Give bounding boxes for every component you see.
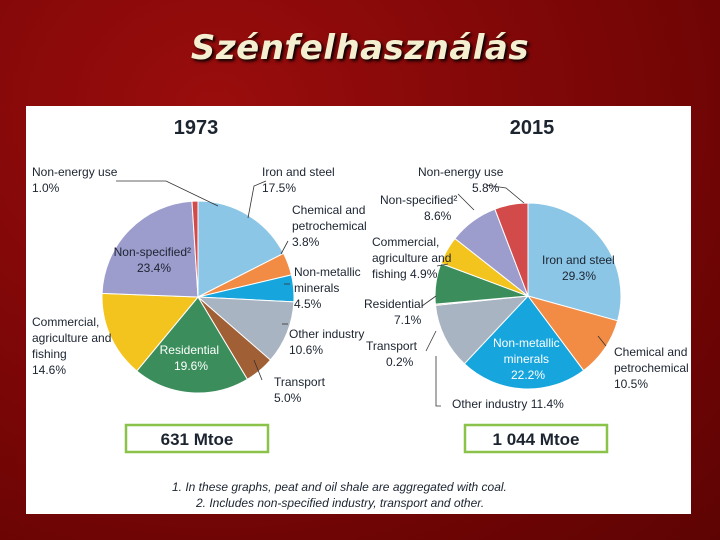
- label-1973-nonspec-value: 23.4%: [137, 261, 171, 275]
- label-2015-commercial-name1: Commercial,: [372, 235, 439, 249]
- label-2015-nonmetallic-name1: Non-metallic: [493, 336, 560, 350]
- label-2015-residential: Residential 7.1%: [364, 297, 427, 327]
- slice-2015-non-metallic-minerals: [463, 295, 585, 390]
- label-2015-chemical-name1: Chemical and: [614, 345, 687, 359]
- slice-1973-commercial-agriculture-and-fishing: [101, 292, 200, 372]
- chart-panel: 1973 2015 Non-energy use 1.0%: [26, 106, 691, 514]
- label-2015-chemical-name2: petrochemical: [614, 361, 689, 375]
- label-2015-nonspec-value: 8.6%: [424, 209, 452, 223]
- label-1973-residential-value: 19.6%: [174, 359, 208, 373]
- label-1973-nonmetallic-value: 4.5%: [294, 297, 322, 311]
- slice-1973-non-specified: [101, 200, 199, 298]
- label-1973-iron-name: Iron and steel: [262, 165, 335, 179]
- label-2015-nonmetallic-name2: minerals: [504, 352, 549, 366]
- label-1973-non-energy: Non-energy use 1.0%: [32, 165, 121, 195]
- label-1973-commercial: Commercial, agriculture and fishing 14.6…: [32, 315, 115, 377]
- footnote-2: 2. Includes non-specified industry, tran…: [195, 496, 484, 510]
- label-1973-nonmetallic-name1: Non-metallic: [294, 265, 361, 279]
- label-1973-nonspec-name: Non-specified²: [114, 245, 191, 259]
- label-2015-residential-name: Residential: [364, 297, 423, 311]
- label-2015-chemical: Chemical and petrochemical 10.5%: [614, 345, 691, 391]
- label-2015-nonspec-name: Non-specified²: [380, 193, 457, 207]
- label-2015-commercial-name2: agriculture and: [372, 251, 451, 265]
- total-box-2015: [463, 423, 609, 454]
- label-1973-iron: Iron and steel 17.5%: [262, 165, 338, 195]
- label-1973-transport-value: 5.0%: [274, 391, 302, 405]
- slice-2015-other-industry: [434, 295, 530, 365]
- label-2015-nonmetallic: Non-metallic minerals 22.2%: [493, 336, 563, 382]
- label-1973-nonmetallic-name2: minerals: [294, 281, 339, 295]
- label-2015-residential-value: 7.1%: [394, 313, 422, 327]
- label-2015-commercial: Commercial, agriculture and fishing 4.9%: [372, 235, 455, 281]
- label-1973-other-name: Other industry: [289, 327, 364, 341]
- label-1973-other: Other industry 10.6%: [289, 327, 368, 357]
- label-2015-non-energy-value: 5.8%: [472, 181, 500, 195]
- total-1973: 631 Mtoe: [161, 430, 234, 449]
- label-2015-transport-value: 0.2%: [386, 355, 414, 369]
- label-1973-iron-value: 17.5%: [262, 181, 296, 195]
- slice-2015-iron-and-steel: [527, 202, 622, 322]
- label-1973-chemical-name2: petrochemical: [292, 219, 367, 233]
- label-2015-transport: Transport 0.2%: [366, 339, 420, 369]
- slice-1973-residential: [136, 296, 249, 394]
- label-1973-other-value: 10.6%: [289, 343, 323, 357]
- label-1973-non-energy-value: 1.0%: [32, 181, 60, 195]
- total-box-1973: [124, 423, 270, 454]
- label-1973-commercial-name1: Commercial,: [32, 315, 99, 329]
- label-2015-chemical-value: 10.5%: [614, 377, 648, 391]
- label-1973-residential-name: Residential: [160, 343, 219, 357]
- label-1973-commercial-name3: fishing: [32, 347, 67, 361]
- label-1973-nonmetallic: Non-metallic minerals 4.5%: [294, 265, 364, 311]
- label-2015-nonmetallic-value: 22.2%: [511, 368, 545, 382]
- label-1973-commercial-value: 14.6%: [32, 363, 66, 377]
- label-1973-chemical: Chemical and petrochemical 3.8%: [292, 203, 370, 249]
- label-1973-transport: Transport 5.0%: [274, 375, 328, 405]
- page-title: Szénfelhasználás: [190, 28, 530, 68]
- year-title-1973: 1973: [174, 117, 219, 139]
- label-2015-non-energy-name: Non-energy use: [418, 165, 504, 179]
- pie-1973: [101, 200, 295, 394]
- pie-charts: 1973 2015 Non-energy use 1.0%: [32, 117, 691, 510]
- label-2015-transport-name: Transport: [366, 339, 418, 353]
- label-1973-chemical-value: 3.8%: [292, 235, 320, 249]
- pie-2015: [434, 202, 622, 390]
- label-2015-non-energy: Non-energy use 5.8%: [418, 165, 507, 195]
- label-2015-iron-name: Iron and steel: [542, 253, 615, 267]
- label-2015-iron-value: 29.3%: [562, 269, 596, 283]
- label-1973-residential: Residential 19.6%: [160, 343, 223, 373]
- label-1973-nonspec: Non-specified² 23.4%: [114, 245, 195, 275]
- label-2015-iron: Iron and steel 29.3%: [542, 253, 618, 283]
- year-title-2015: 2015: [510, 117, 555, 139]
- label-2015-nonspec: Non-specified² 8.6%: [380, 193, 461, 223]
- label-2015-other: Other industry 11.4%: [452, 397, 564, 411]
- label-1973-chemical-name1: Chemical and: [292, 203, 365, 217]
- label-2015-other-value: Other industry 11.4%: [452, 397, 564, 411]
- leader-lines-2015: [421, 184, 607, 407]
- label-1973-commercial-name2: agriculture and: [32, 331, 111, 345]
- label-1973-non-energy-name: Non-energy use: [32, 165, 118, 179]
- total-2015: 1 044 Mtoe: [493, 430, 580, 449]
- slice-2015-non-energy-use: [494, 202, 529, 297]
- label-1973-transport-name: Transport: [274, 375, 326, 389]
- label-2015-commercial-name3: fishing 4.9%: [372, 267, 438, 281]
- slice-1973-non-energy-use: [191, 200, 199, 298]
- footnote-1: 1. In these graphs, peat and oil shale a…: [172, 480, 507, 494]
- leader-lines-1973: [116, 180, 290, 381]
